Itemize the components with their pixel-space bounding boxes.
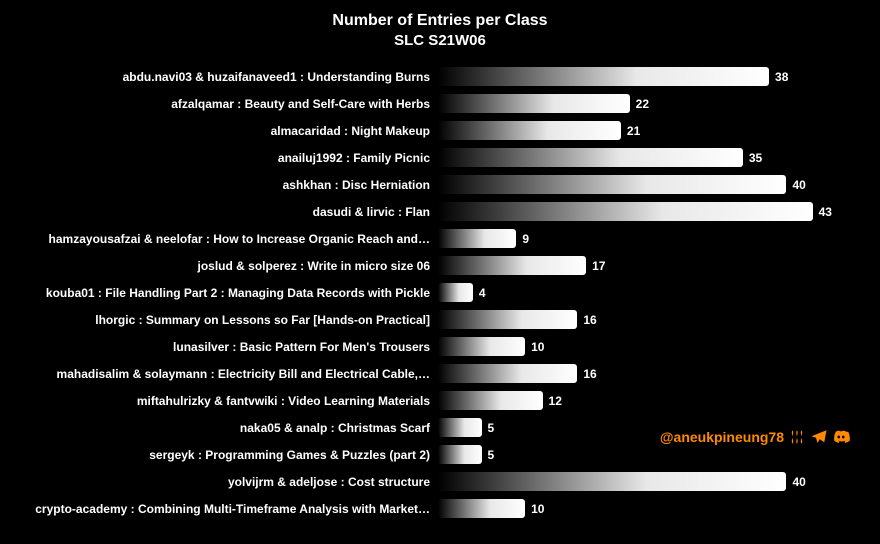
bar-area: 10: [438, 337, 860, 356]
chart-row: dasudi & lirvic : Flan 43: [20, 198, 860, 225]
bar: [438, 337, 525, 356]
chart-row: lunasilver : Basic Pattern For Men's Tro…: [20, 333, 860, 360]
bar-area: 17: [438, 256, 860, 275]
bar-value: 12: [549, 394, 562, 408]
bar-value: 38: [775, 70, 788, 84]
row-label: abdu.navi03 & huzaifanaveed1 : Understan…: [20, 70, 438, 84]
row-label: sergeyk : Programming Games & Puzzles (p…: [20, 448, 438, 462]
bar-area: 40: [438, 175, 860, 194]
chart-title-main: Number of Entries per Class: [20, 12, 860, 30]
bar-value: 21: [627, 124, 640, 138]
discord-icon: [832, 428, 850, 446]
bar-area: 21: [438, 121, 860, 140]
chart-row: kouba01 : File Handling Part 2 : Managin…: [20, 279, 860, 306]
bar-value: 10: [531, 340, 544, 354]
bar-area: 5: [438, 445, 860, 464]
row-label: afzalqamar : Beauty and Self-Care with H…: [20, 97, 438, 111]
bar-value: 16: [583, 367, 596, 381]
chart-title-sub: SLC S21W06: [20, 32, 860, 49]
row-label: anailuj1992 : Family Picnic: [20, 151, 438, 165]
bar: [438, 67, 769, 86]
bar: [438, 202, 813, 221]
chart-row: hamzayousafzai & neelofar : How to Incre…: [20, 225, 860, 252]
bar-value: 9: [522, 232, 529, 246]
bar-area: 16: [438, 364, 860, 383]
chart-row: anailuj1992 : Family Picnic 35: [20, 144, 860, 171]
chart-container: Number of Entries per Class SLC S21W06 a…: [0, 0, 880, 544]
bar-area: 43: [438, 202, 860, 221]
bar-area: 35: [438, 148, 860, 167]
bar-area: 9: [438, 229, 860, 248]
bar: [438, 283, 473, 302]
bar-value: 16: [583, 313, 596, 327]
bar: [438, 229, 516, 248]
bar-area: 38: [438, 67, 860, 86]
row-label: naka05 & analp : Christmas Scarf: [20, 421, 438, 435]
chart-row: joslud & solperez : Write in micro size …: [20, 252, 860, 279]
bar-value: 40: [792, 178, 805, 192]
bar-area: 22: [438, 94, 860, 113]
bar: [438, 445, 482, 464]
bar-value: 35: [749, 151, 762, 165]
bar-value: 4: [479, 286, 486, 300]
row-label: ashkhan : Disc Herniation: [20, 178, 438, 192]
bar: [438, 391, 543, 410]
bar: [438, 175, 786, 194]
chart-row: crypto-academy : Combining Multi-Timefra…: [20, 495, 860, 522]
bar-area: 40: [438, 472, 860, 491]
row-label: almacaridad : Night Makeup: [20, 124, 438, 138]
row-label: kouba01 : File Handling Part 2 : Managin…: [20, 286, 438, 300]
bar-value: 5: [488, 421, 495, 435]
bar: [438, 94, 630, 113]
bar-value: 22: [636, 97, 649, 111]
bar-area: 10: [438, 499, 860, 518]
row-label: joslud & solperez : Write in micro size …: [20, 259, 438, 273]
chart-row: yolvijrm & adeljose : Cost structure 40: [20, 468, 860, 495]
chart-row: abdu.navi03 & huzaifanaveed1 : Understan…: [20, 63, 860, 90]
row-label: dasudi & lirvic : Flan: [20, 205, 438, 219]
chart-rows: abdu.navi03 & huzaifanaveed1 : Understan…: [20, 63, 860, 522]
row-label: lunasilver : Basic Pattern For Men's Tro…: [20, 340, 438, 354]
bar-area: 16: [438, 310, 860, 329]
watermark: @aneukpineung78: [660, 428, 850, 446]
bar: [438, 364, 577, 383]
bar-area: 12: [438, 391, 860, 410]
row-label: miftahulrizky & fantvwiki : Video Learni…: [20, 394, 438, 408]
chart-row: lhorgic : Summary on Lessons so Far [Han…: [20, 306, 860, 333]
bar: [438, 472, 786, 491]
bar-value: 40: [792, 475, 805, 489]
chart-row: afzalqamar : Beauty and Self-Care with H…: [20, 90, 860, 117]
bar-area: 4: [438, 283, 860, 302]
bar: [438, 310, 577, 329]
bar-value: 5: [488, 448, 495, 462]
row-label: mahadisalim & solaymann : Electricity Bi…: [20, 367, 438, 381]
telegram-icon: [810, 428, 828, 446]
bar: [438, 418, 482, 437]
bar-value: 43: [819, 205, 832, 219]
bar-value: 17: [592, 259, 605, 273]
chart-row: miftahulrizky & fantvwiki : Video Learni…: [20, 387, 860, 414]
row-label: hamzayousafzai & neelofar : How to Incre…: [20, 232, 438, 246]
watermark-text: @aneukpineung78: [660, 429, 784, 445]
chart-row: almacaridad : Night Makeup 21: [20, 117, 860, 144]
row-label: lhorgic : Summary on Lessons so Far [Han…: [20, 313, 438, 327]
chart-row: ashkhan : Disc Herniation 40: [20, 171, 860, 198]
row-label: yolvijrm & adeljose : Cost structure: [20, 475, 438, 489]
steem-icon: [788, 428, 806, 446]
bar: [438, 256, 586, 275]
bar-value: 10: [531, 502, 544, 516]
bar: [438, 121, 621, 140]
chart-row: mahadisalim & solaymann : Electricity Bi…: [20, 360, 860, 387]
row-label: crypto-academy : Combining Multi-Timefra…: [20, 502, 438, 516]
bar: [438, 499, 525, 518]
bar: [438, 148, 743, 167]
